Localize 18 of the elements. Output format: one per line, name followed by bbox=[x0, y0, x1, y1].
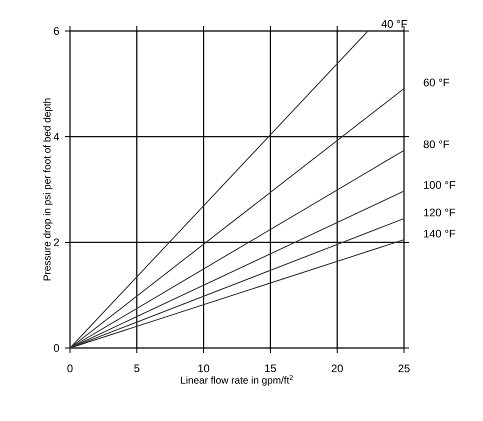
x-tick-label: 20 bbox=[332, 364, 343, 372]
x-tick-label: 5 bbox=[134, 364, 140, 372]
series-label: 140 °F bbox=[424, 230, 456, 238]
x-tick-label: 0 bbox=[67, 364, 73, 372]
y-tick-label: 0 bbox=[54, 344, 60, 352]
x-tick-label: 10 bbox=[198, 364, 210, 372]
x-tick-label: 25 bbox=[398, 364, 410, 372]
series-label: 100 °F bbox=[424, 181, 456, 189]
series-label: 40 °F bbox=[381, 20, 407, 28]
x-axis-title: Linear flow rate in gpm/ft$^{2}$ bbox=[181, 375, 293, 386]
y-axis-title: Pressure drop in psi per foot of bed depth bbox=[43, 98, 53, 280]
y-tick-label: 6 bbox=[54, 27, 59, 35]
series-label: 80 °F bbox=[424, 140, 450, 148]
x-tick-label: 15 bbox=[265, 364, 276, 372]
series-label: 120 °F bbox=[424, 208, 456, 216]
y-tick-label: 2 bbox=[54, 238, 59, 246]
series-label: 60 °F bbox=[424, 78, 450, 86]
y-tick-label: 4 bbox=[54, 132, 60, 140]
